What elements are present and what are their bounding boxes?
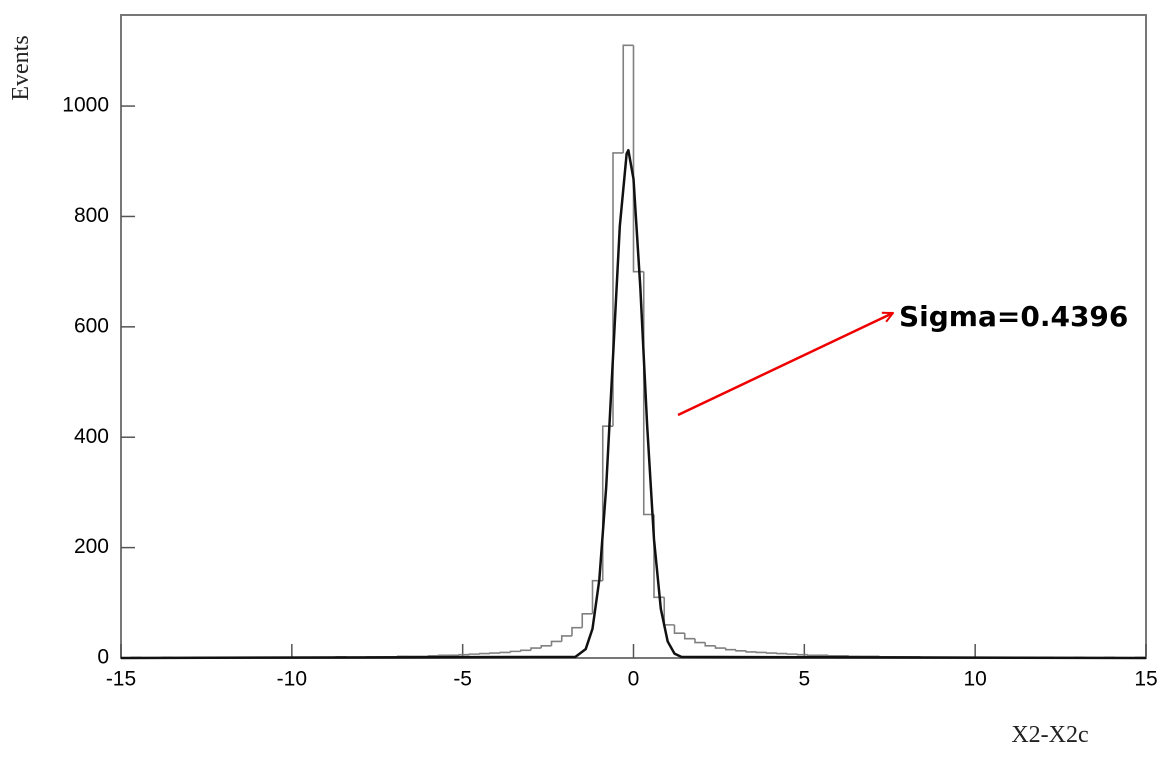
- histogram-bin: [530, 647, 542, 651]
- histogram-bin: [827, 654, 839, 657]
- y-tick-label: 200: [74, 535, 109, 558]
- histogram-bin: [806, 654, 818, 657]
- y-axis-label: Events: [8, 35, 34, 100]
- histogram-bin: [560, 635, 572, 642]
- histogram-bin: [694, 638, 706, 644]
- histogram-bin: [714, 645, 726, 649]
- histogram-bin: [683, 633, 695, 640]
- histogram-bin: [663, 597, 675, 626]
- histogram-bin: [478, 652, 490, 655]
- histogram-bin: [735, 649, 747, 652]
- histogram-bin: [765, 652, 777, 654]
- histogram-bin: [571, 626, 583, 636]
- histogram-bin: [509, 650, 521, 653]
- x-tick-label: -5: [453, 668, 472, 691]
- y-tick-label: 0: [97, 646, 109, 669]
- y-tick-label: 600: [74, 314, 109, 337]
- histogram-bin: [458, 653, 470, 656]
- histogram-bin: [550, 640, 562, 646]
- histogram-bin: [786, 653, 798, 655]
- histogram-bin: [437, 654, 449, 657]
- histogram-bin: [468, 653, 480, 655]
- histogram-bin: [724, 648, 736, 651]
- x-axis-label: X2-X2c: [1011, 722, 1088, 748]
- x-tick-label: -10: [277, 668, 307, 691]
- histogram-bin: [755, 651, 767, 654]
- histogram-bin: [776, 652, 788, 655]
- x-tick-label: 0: [628, 668, 640, 691]
- histogram-bin: [796, 653, 808, 656]
- x-tick-label: 15: [1134, 668, 1157, 691]
- annotation-arrow: [677, 313, 893, 417]
- histogram-bin: [519, 649, 531, 652]
- histogram-bin: [540, 645, 552, 649]
- histogram-bin: [673, 624, 685, 634]
- y-tick-label: 800: [74, 204, 109, 227]
- histogram-bin: [704, 642, 716, 647]
- x-tick-label: -15: [106, 668, 136, 691]
- histogram-bin: [489, 652, 501, 654]
- y-tick-label: 1000: [62, 94, 109, 117]
- histogram-bin: [499, 651, 511, 654]
- y-tick-label: 400: [74, 425, 109, 448]
- histogram-bin: [581, 613, 593, 628]
- annotation: Sigma=0.4396: [899, 300, 1128, 333]
- histogram-bin: [622, 44, 634, 153]
- fit-curve: [120, 148, 1147, 660]
- x-tick-label: 5: [798, 668, 810, 691]
- histogram-bin: [745, 650, 757, 653]
- histogram-bin: [632, 45, 644, 273]
- x-tick-label: 10: [963, 668, 986, 691]
